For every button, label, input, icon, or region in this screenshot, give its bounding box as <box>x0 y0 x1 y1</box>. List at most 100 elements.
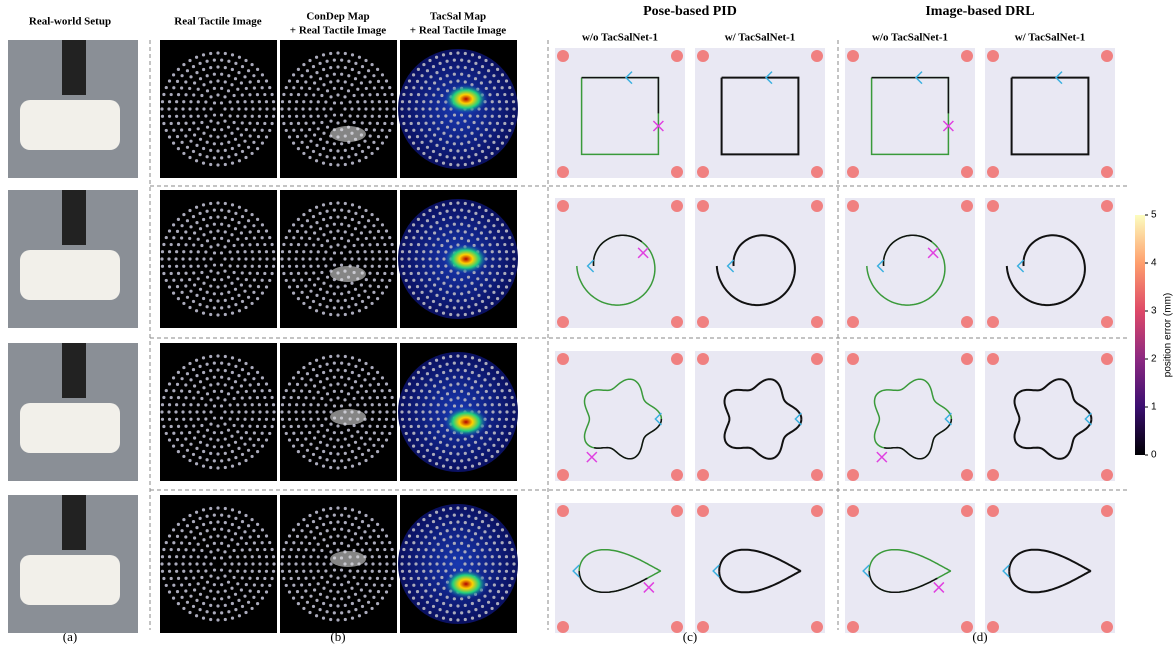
tactile-pin <box>213 568 216 571</box>
tactile-pin <box>320 121 323 124</box>
plot-bg <box>845 351 975 481</box>
tactile-pin <box>200 549 203 552</box>
tactile-pin <box>308 107 311 110</box>
tactile-pin <box>432 300 435 303</box>
tactile-pin <box>381 584 384 587</box>
tactile-pin <box>378 265 381 268</box>
obstacle <box>987 353 999 365</box>
tactile-pin <box>417 297 420 300</box>
tactile-pin <box>213 583 216 586</box>
tactile-pin <box>385 590 388 593</box>
tactile-pin <box>206 377 209 380</box>
tactile-pin <box>347 529 350 532</box>
tactile-pin <box>347 305 350 308</box>
contact-region <box>330 126 366 142</box>
tactile-pin <box>315 614 318 617</box>
tactile-pin <box>329 550 332 553</box>
tactile-pin <box>160 410 163 413</box>
tactile-pin <box>325 210 328 213</box>
tactile-pin <box>227 610 230 613</box>
tactile-pin <box>361 93 364 96</box>
tactile-pin <box>313 436 316 439</box>
tactile-pin <box>304 396 307 399</box>
tactile-pin <box>373 278 376 281</box>
tactile-pin <box>200 94 203 97</box>
tactile-pin <box>230 538 233 541</box>
tactile-pin <box>329 149 332 152</box>
tactile-pin <box>184 548 187 551</box>
tactile-pin <box>292 236 295 239</box>
tactile-pin <box>300 541 303 544</box>
tactile-pin <box>471 371 474 374</box>
tactile-pin <box>376 272 379 275</box>
tactile-pin <box>385 257 388 260</box>
tactile-pin <box>417 425 420 428</box>
tactile-pin <box>349 100 352 103</box>
tactile-pin <box>177 68 180 71</box>
tactile-pin <box>392 115 395 118</box>
obstacle <box>671 505 683 517</box>
tactile-pin <box>401 265 404 268</box>
tactile-pin <box>326 377 329 380</box>
tactile-pin <box>167 410 170 413</box>
tactile-pin <box>209 299 212 302</box>
tactile-pin <box>489 383 492 386</box>
tactile-pin <box>484 209 487 212</box>
tactile-pin <box>297 93 300 96</box>
tactile-pin <box>175 403 178 406</box>
tactile-pin <box>428 562 431 565</box>
tactile-pin <box>412 528 415 531</box>
tactile-pin <box>161 570 164 573</box>
tactile-pin <box>467 210 470 213</box>
tactile-pin <box>408 79 411 82</box>
tactile-pin <box>371 555 374 558</box>
tactile-pin <box>329 575 332 578</box>
tactile-pin <box>340 237 343 240</box>
plot-bg <box>555 503 685 633</box>
tactile-pin <box>202 161 205 164</box>
tactile-pin <box>329 535 332 538</box>
tactile-pin <box>317 582 320 585</box>
tactile-pin <box>344 466 347 469</box>
tactile-pin <box>206 291 209 294</box>
tactile-pin <box>296 135 299 138</box>
tactile-pin <box>363 595 366 598</box>
tactile-pin <box>317 418 320 421</box>
tactile-pin <box>220 362 223 365</box>
tactile-pin <box>445 458 448 461</box>
tactile-pin <box>230 107 233 110</box>
tactile-pin <box>496 297 499 300</box>
tactile-pin <box>435 410 438 413</box>
tactile-pin <box>354 380 357 383</box>
tactile-pin <box>238 511 241 514</box>
obstacle <box>987 621 999 633</box>
tactile-pin <box>483 595 486 598</box>
tactile-pin <box>467 363 470 366</box>
tactile-pin <box>243 443 246 446</box>
tactile-pin <box>237 599 240 602</box>
tactile-pin <box>220 459 223 462</box>
tactile-pin <box>265 403 268 406</box>
tactile-pin <box>313 231 316 234</box>
tactile-pin <box>220 223 223 226</box>
obstacle <box>697 200 709 212</box>
tactile-pin <box>497 135 500 138</box>
tactile-pin <box>435 614 438 617</box>
tactile-pin <box>361 520 364 523</box>
tactile-pin <box>405 86 408 89</box>
tactile-pin <box>376 602 379 605</box>
tactile-pin <box>373 128 376 131</box>
tactile-pin <box>249 535 252 538</box>
tactile-pin <box>252 74 255 77</box>
tactile-pin <box>449 120 452 123</box>
tactile-pin <box>313 283 316 286</box>
tactile-pin <box>456 215 459 218</box>
tactile-pin <box>309 140 312 143</box>
colorbar-tick-label: 5 <box>1151 210 1157 221</box>
tactile-pin <box>358 159 361 162</box>
tactile-pin <box>429 100 432 103</box>
tactile-pin <box>320 576 323 579</box>
tactile-pin <box>364 306 367 309</box>
tactile-pin <box>340 113 343 116</box>
tactile-pin <box>333 528 336 531</box>
